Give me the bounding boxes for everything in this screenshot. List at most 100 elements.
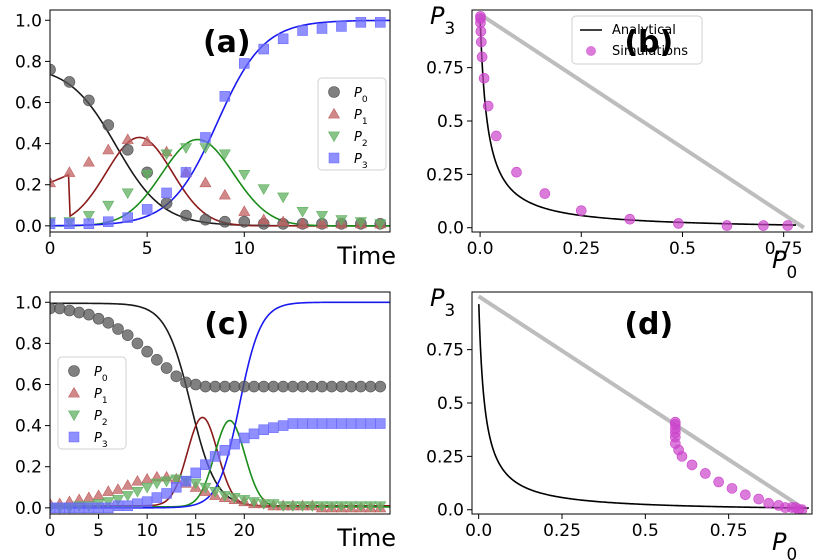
data-point-p3 bbox=[64, 218, 75, 230]
x-tick-label: 10 bbox=[233, 239, 255, 259]
y-tick-label: 0.0 bbox=[15, 499, 42, 519]
data-point-p2 bbox=[335, 215, 348, 226]
data-point-p1 bbox=[92, 489, 105, 500]
simulation-point bbox=[482, 100, 494, 112]
y-tick-label: 0.8 bbox=[15, 334, 42, 354]
simulation-point bbox=[475, 11, 486, 22]
data-point-p1 bbox=[121, 479, 134, 490]
data-point-p3 bbox=[375, 418, 386, 429]
y-tick-label: 0.2 bbox=[15, 176, 42, 196]
data-point-p2 bbox=[345, 501, 358, 512]
data-point-p3 bbox=[326, 418, 337, 429]
data-point-p3 bbox=[132, 498, 143, 509]
data-point-p2 bbox=[170, 474, 183, 486]
plot-frame bbox=[49, 9, 391, 233]
data-point-p2 bbox=[257, 499, 270, 510]
legend-label-p2: P2 bbox=[354, 130, 368, 149]
data-point-p0 bbox=[170, 370, 183, 383]
data-point-p2 bbox=[121, 188, 134, 200]
panel-d: P3 P0 0.0 0.25 0.5 0.75 0.0 0.25 0.5 0.75 (d) bbox=[426, 284, 813, 560]
data-point-p0 bbox=[83, 308, 95, 321]
x-axis-label: P0 bbox=[772, 528, 797, 560]
data-point-p2 bbox=[102, 200, 115, 212]
analytical-curve bbox=[478, 304, 809, 509]
data-point-p0 bbox=[151, 354, 163, 366]
y-tick-label: 0.25 bbox=[426, 447, 464, 467]
data-point-p2 bbox=[277, 192, 290, 204]
x-tick-label: 0.5 bbox=[632, 521, 659, 541]
data-point-p3 bbox=[103, 216, 114, 227]
data-point-p0 bbox=[335, 380, 348, 393]
y-tick-label: 0.75 bbox=[426, 59, 464, 79]
data-point-p3 bbox=[141, 496, 153, 507]
x-tick-label: 0.25 bbox=[543, 521, 581, 541]
data-point-p0 bbox=[121, 329, 134, 341]
data-point-p3 bbox=[345, 418, 357, 429]
data-point-p1 bbox=[111, 483, 125, 494]
data-point-p2 bbox=[296, 501, 309, 512]
panel-c: P0 P1 P2 P3 Time 0 5 10 15 20 0.0 0.2 0.4 0.6 0.8 1.0 (c… bbox=[15, 291, 396, 552]
panel-label: (d) bbox=[624, 307, 673, 342]
simulation-point bbox=[624, 213, 636, 225]
data-point-p0 bbox=[63, 304, 76, 317]
data-point-p2 bbox=[325, 501, 338, 512]
data-point-p3 bbox=[297, 418, 308, 429]
simulation-point bbox=[763, 498, 774, 509]
simulation-point bbox=[511, 166, 522, 178]
data-point-p2 bbox=[102, 497, 115, 508]
data-point-p3 bbox=[112, 500, 124, 512]
data-point-p1 bbox=[102, 143, 115, 155]
legend-marker-p0 bbox=[328, 86, 340, 98]
data-point-p3 bbox=[316, 23, 328, 34]
y-tick-label: 0.75 bbox=[426, 341, 464, 361]
data-point-p3 bbox=[365, 418, 376, 429]
data-point-p0 bbox=[219, 380, 231, 393]
simulation-point bbox=[673, 218, 684, 229]
data-point-p1 bbox=[238, 205, 251, 216]
data-point-p3 bbox=[200, 132, 211, 143]
data-point-p3 bbox=[83, 502, 95, 514]
simulation-point bbox=[726, 483, 738, 494]
data-point-p1 bbox=[82, 491, 95, 502]
simulation-point bbox=[490, 130, 502, 142]
data-point-p1 bbox=[141, 472, 154, 484]
data-point-p2 bbox=[315, 501, 329, 512]
data-point-p2 bbox=[141, 482, 154, 494]
panel-label: (a) bbox=[203, 25, 251, 60]
data-point-p0 bbox=[228, 380, 241, 393]
legend-box bbox=[57, 356, 127, 450]
panel-a: P0 P1 P2 P3 Time 0 5 10 0.0 0.2 0.4 0.6 0.8 1.0 (a) bbox=[15, 9, 396, 270]
data-point-p1 bbox=[63, 166, 76, 177]
data-point-p3 bbox=[209, 451, 221, 462]
panel-b: Analytical Simulations P3 P0 0.0 0.25 0.5 0.75 0… bbox=[426, 2, 813, 282]
data-point-p0 bbox=[306, 380, 319, 393]
data-point-p0 bbox=[316, 380, 328, 393]
legend-marker-p3 bbox=[328, 152, 340, 164]
data-point-p3 bbox=[122, 500, 133, 512]
simulation-point bbox=[476, 36, 487, 48]
data-point-p0 bbox=[267, 380, 280, 393]
x-tick-label: 10 bbox=[136, 521, 158, 541]
data-point-p2 bbox=[238, 170, 251, 181]
data-point-p0 bbox=[355, 380, 367, 393]
data-point-p3 bbox=[268, 422, 279, 433]
data-point-p3 bbox=[141, 204, 153, 215]
simulation-point bbox=[539, 188, 551, 199]
data-point-p3 bbox=[200, 459, 211, 470]
y-tick-label: 0.0 bbox=[437, 219, 464, 239]
data-point-p0 bbox=[102, 317, 115, 329]
legend-label-p1: P1 bbox=[354, 108, 368, 127]
x-tick-label: 0 bbox=[45, 239, 56, 259]
data-point-p0 bbox=[160, 362, 173, 374]
data-point-p2 bbox=[121, 491, 134, 502]
simulation-point bbox=[686, 459, 698, 471]
data-point-p0 bbox=[296, 380, 309, 393]
data-point-p1 bbox=[277, 215, 290, 227]
data-point-p0 bbox=[50, 63, 56, 76]
data-point-p2 bbox=[111, 495, 125, 506]
data-point-p0 bbox=[257, 380, 270, 393]
data-point-p2 bbox=[209, 486, 222, 498]
y-tick-label: 1.0 bbox=[15, 293, 42, 313]
data-point-p1 bbox=[50, 176, 57, 188]
data-point-p2 bbox=[141, 170, 154, 181]
